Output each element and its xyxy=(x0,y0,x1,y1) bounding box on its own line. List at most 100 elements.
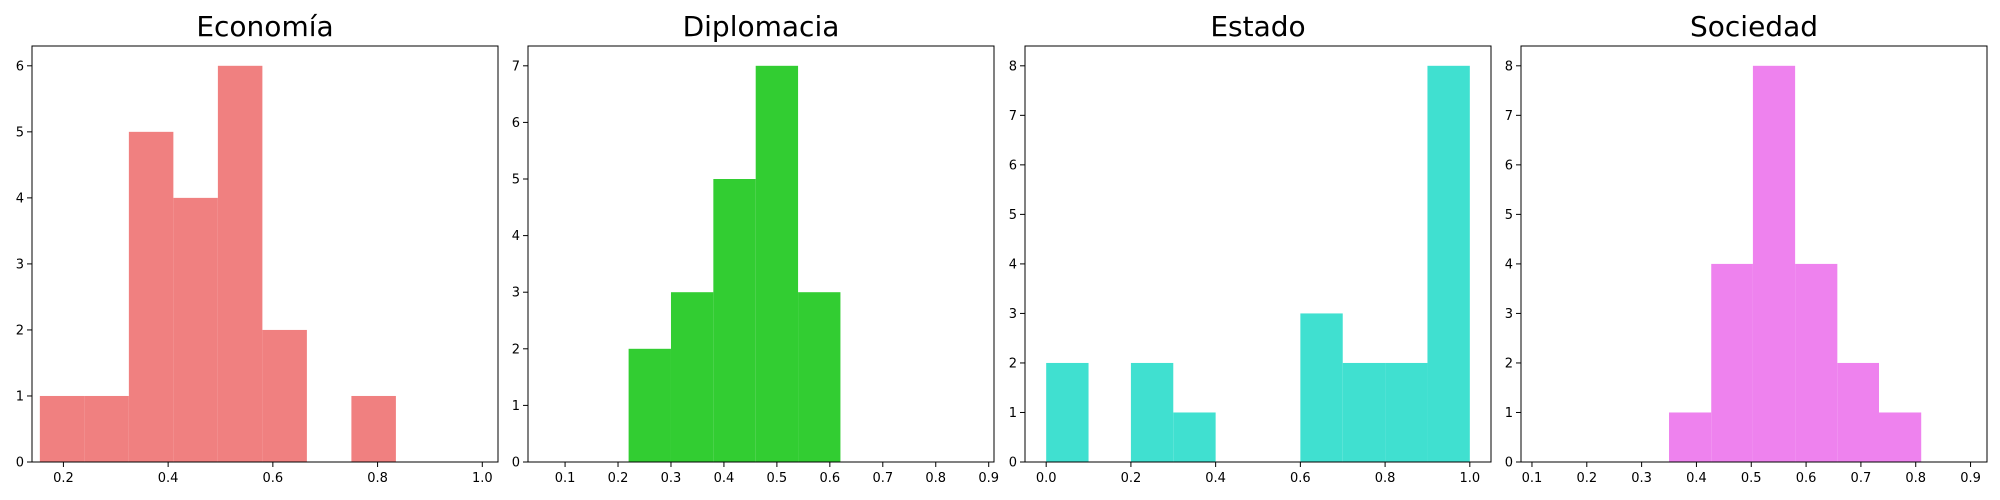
y-tick-label: 6 xyxy=(16,59,24,74)
chart-panel-2: Estado 0.0 0.2 0.4 0.6 0.8 1.0 0 1 2 3 4 5 6 7 8 xyxy=(1009,10,1492,486)
x-tick-label: 0.4 xyxy=(1205,471,1226,486)
y-tick-label: 4 xyxy=(1505,257,1513,272)
histogram-bar xyxy=(262,329,307,462)
x-tick-label: 0.8 xyxy=(1375,471,1396,486)
x-tick-label: 0.3 xyxy=(661,471,682,486)
y-tick-label: 2 xyxy=(16,323,24,338)
x-tick-label: 0.7 xyxy=(1851,471,1872,486)
x-tick-label: 0.2 xyxy=(608,471,629,486)
y-tick-label: 8 xyxy=(1505,59,1513,74)
histogram-bar xyxy=(798,292,841,462)
x-tick-label: 0.4 xyxy=(1686,471,1707,486)
x-tick-label: 1.0 xyxy=(472,471,493,486)
y-tick-label: 7 xyxy=(1009,109,1017,124)
histogram-bar xyxy=(670,292,714,462)
x-tick-label: 0.6 xyxy=(819,471,840,486)
histogram-bar xyxy=(1385,362,1428,462)
y-tick-label: 5 xyxy=(16,125,24,140)
y-tick-label: 1 xyxy=(16,389,24,404)
x-tick-label: 0.6 xyxy=(1796,471,1817,486)
x-tick-label: 0.1 xyxy=(1522,471,1543,486)
x-tick-label: 0.2 xyxy=(53,471,74,486)
histogram-bar xyxy=(755,65,799,463)
y-tick-label: 7 xyxy=(1505,109,1513,124)
y-tick-label: 3 xyxy=(16,257,24,272)
histogram-bar xyxy=(84,395,129,462)
y-tick-label: 6 xyxy=(512,116,520,131)
x-tick-label: 0.1 xyxy=(555,471,576,486)
y-tick-label: 6 xyxy=(1009,158,1017,173)
histogram-bar xyxy=(173,197,218,462)
x-tick-label: 0.9 xyxy=(978,471,999,486)
chart-panel-3: Sociedad 0.1 0.2 0.3 0.4 0.5 0.6 0.7 0.8 0.9 0 1 2 3 4… xyxy=(1505,10,1988,486)
x-tick-label: 0.7 xyxy=(872,471,893,486)
y-tick-label: 5 xyxy=(1505,208,1513,223)
chart-title: Sociedad xyxy=(1690,10,1818,43)
x-tick-label: 0.5 xyxy=(767,471,788,486)
x-tick-label: 0.6 xyxy=(263,471,284,486)
histogram-bar xyxy=(217,65,263,463)
x-tick-label: 0.2 xyxy=(1576,471,1597,486)
y-tick-label: 2 xyxy=(1505,356,1513,371)
y-tick-label: 1 xyxy=(1505,406,1513,421)
x-tick-label: 0.8 xyxy=(1905,471,1926,486)
histogram-bar xyxy=(1130,362,1174,462)
histogram-bar xyxy=(1878,412,1922,462)
histogram-bar xyxy=(1046,362,1089,462)
chart-title: Diplomacia xyxy=(683,10,840,43)
x-tick-label: 0.8 xyxy=(925,471,946,486)
x-tick-label: 0.6 xyxy=(1290,471,1311,486)
y-tick-label: 3 xyxy=(1505,307,1513,322)
y-tick-label: 4 xyxy=(16,191,24,206)
chart-panel-0: Economía 0.2 0.4 0.6 0.8 1.0 0 1 2 3 4 5 6 xyxy=(16,10,499,486)
axes-frame xyxy=(1024,45,1492,463)
histogram-bar xyxy=(1300,313,1343,462)
y-tick-label: 2 xyxy=(1009,356,1017,371)
histogram-bar xyxy=(1711,263,1753,462)
x-tick-label: 0.5 xyxy=(1741,471,1762,486)
x-tick-label: 0.3 xyxy=(1631,471,1652,486)
y-tick-label: 6 xyxy=(1505,158,1513,173)
y-tick-label: 0 xyxy=(16,456,24,471)
y-tick-label: 4 xyxy=(1009,257,1017,272)
y-tick-label: 5 xyxy=(1009,208,1017,223)
chart-title: Economía xyxy=(196,10,333,43)
y-tick-label: 7 xyxy=(512,59,520,74)
x-tick-label: 0.9 xyxy=(1960,471,1981,486)
histogram-bar xyxy=(628,348,671,462)
chart-panel-1: Diplomacia 0.1 0.2 0.3 0.4 0.5 0.6 0.7 0.8 0.9 0 1 2… xyxy=(512,10,999,486)
x-tick-label: 0.4 xyxy=(714,471,735,486)
y-tick-label: 0 xyxy=(1009,456,1017,471)
axes-frame xyxy=(31,45,499,463)
histogram-bar xyxy=(1342,362,1386,462)
histogram-bar xyxy=(713,179,756,462)
x-tick-label: 0.4 xyxy=(158,471,179,486)
y-tick-label: 0 xyxy=(1505,456,1513,471)
y-tick-label: 5 xyxy=(512,173,520,188)
histogram-bar xyxy=(1752,65,1796,463)
x-tick-label: 0.0 xyxy=(1036,471,1057,486)
histogram-bar xyxy=(128,131,174,463)
histogram-bar xyxy=(1173,412,1216,462)
histogram-bar xyxy=(39,395,85,462)
y-tick-label: 1 xyxy=(1009,406,1017,421)
y-tick-label: 3 xyxy=(1009,307,1017,322)
chart-title: Estado xyxy=(1210,10,1305,43)
y-tick-label: 4 xyxy=(512,229,520,244)
y-tick-label: 0 xyxy=(512,456,520,471)
axes-frame xyxy=(527,45,995,463)
histogram-bar xyxy=(1669,412,1712,462)
histogram-bar xyxy=(1427,65,1470,463)
axes-frame xyxy=(1520,45,1988,463)
histogram-bar xyxy=(1837,362,1879,462)
y-tick-label: 1 xyxy=(512,399,520,414)
y-tick-label: 3 xyxy=(512,286,520,301)
x-tick-label: 0.8 xyxy=(367,471,388,486)
x-tick-label: 1.0 xyxy=(1459,471,1480,486)
x-tick-label: 0.2 xyxy=(1121,471,1142,486)
histogram-bar xyxy=(1795,263,1838,462)
y-tick-label: 8 xyxy=(1009,59,1017,74)
y-tick-label: 2 xyxy=(512,342,520,357)
histogram-bar xyxy=(351,395,396,462)
